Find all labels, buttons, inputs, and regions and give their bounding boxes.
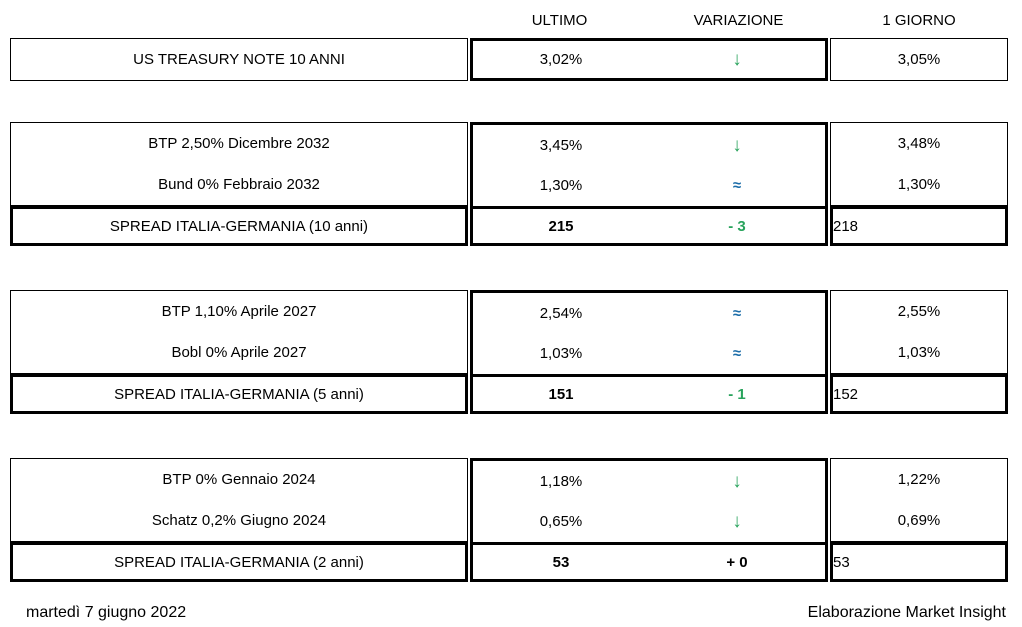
- spread-variation-value: - 1: [728, 385, 746, 403]
- spread-giorno-value: 152: [833, 385, 859, 403]
- rates-rows: 3,45% ↓ 1,30% ≈: [473, 125, 825, 206]
- column-header-1-giorno: 1 GIORNO: [882, 12, 956, 29]
- ultimo-value: 1,18%: [539, 472, 583, 490]
- spread-ultimo-value: 215: [548, 217, 574, 235]
- giorno-box: 1,22% 0,69%: [830, 458, 1008, 542]
- trend-down-icon: ↓: [732, 470, 742, 492]
- bond-label: Schatz 0,2% Giugno 2024: [151, 512, 327, 529]
- giorno-value: 1,30%: [897, 176, 941, 193]
- spread-variation-value: + 0: [726, 553, 748, 571]
- table-row: 0,65% ↓: [473, 502, 825, 543]
- table-row: 53 + 0: [473, 545, 825, 579]
- ultimo-variazione-box: 1,18% ↓ 0,65% ↓ 53 + 0: [470, 458, 828, 582]
- spread-giorno-value: 53: [833, 553, 850, 571]
- ultimo-variazione-box: 2,54% ≈ 1,03% ≈ 151 - 1: [470, 290, 828, 414]
- giorno-value: 1,22%: [897, 471, 941, 488]
- giorno-box: 3,05%: [830, 38, 1008, 81]
- ultimo-value: 3,02%: [539, 51, 583, 68]
- ultimo-variazione-box: 3,45% ↓ 1,30% ≈ 215 - 3: [470, 122, 828, 246]
- ultimo-value: 0,65%: [539, 513, 583, 531]
- table-row: 3,02% ↓: [473, 41, 825, 78]
- giorno-value: 1,03%: [897, 344, 941, 361]
- ultimo-value: 3,45%: [539, 136, 583, 154]
- bond-label: BTP 0% Gennaio 2024: [162, 471, 316, 488]
- label-box: BTP 1,10% Aprile 2027 Bobl 0% Aprile 202…: [10, 290, 468, 374]
- ultimo-value: 1,03%: [539, 345, 583, 363]
- spread-variation-value: - 3: [728, 217, 746, 235]
- trend-flat-icon: ≈: [732, 304, 742, 322]
- block-5-anni: BTP 1,10% Aprile 2027 Bobl 0% Aprile 202…: [0, 290, 1022, 414]
- table-row: 3,45% ↓: [473, 125, 825, 166]
- table-row: 215 - 3: [473, 209, 825, 243]
- giorno-box: 2,55% 1,03%: [830, 290, 1008, 374]
- block-10-anni: BTP 2,50% Dicembre 2032 Bund 0% Febbraio…: [0, 122, 1022, 246]
- bond-label: BTP 1,10% Aprile 2027: [161, 303, 317, 320]
- table-row: 2,54% ≈: [473, 293, 825, 334]
- trend-down-icon: ↓: [732, 134, 742, 156]
- spread-label: SPREAD ITALIA-GERMANIA (2 anni): [114, 553, 364, 571]
- rates-rows: 2,54% ≈ 1,03% ≈: [473, 293, 825, 374]
- giorno-value: 2,55%: [897, 303, 941, 320]
- column-header-variazione: VARIAZIONE: [693, 12, 784, 29]
- block-2-anni: BTP 0% Gennaio 2024 Schatz 0,2% Giugno 2…: [0, 458, 1022, 582]
- ultimo-value: 1,30%: [539, 177, 583, 195]
- giorno-box: 3,48% 1,30%: [830, 122, 1008, 206]
- bond-label: Bund 0% Febbraio 2032: [158, 176, 320, 193]
- bond-label: US TREASURY NOTE 10 ANNI: [133, 51, 345, 68]
- table-row: 151 - 1: [473, 377, 825, 411]
- trend-flat-icon: ≈: [732, 345, 742, 363]
- spread-giorno-value: 218: [833, 217, 859, 235]
- spread-giorno-box: 53: [830, 542, 1008, 582]
- giorno-value: 3,48%: [897, 135, 941, 152]
- spread-ultimo-value: 53: [552, 553, 570, 571]
- ultimo-variazione-box: 3,02% ↓: [470, 38, 828, 81]
- trend-flat-icon: ≈: [732, 177, 742, 195]
- report-date: martedì 7 giugno 2022: [26, 604, 187, 621]
- spread-label-box: SPREAD ITALIA-GERMANIA (10 anni): [10, 206, 468, 246]
- spread-row: 53 + 0: [473, 542, 825, 579]
- block-us-treasury: US TREASURY NOTE 10 ANNI 3,02% ↓ 3,05%: [0, 38, 1022, 81]
- table-row: 1,18% ↓: [473, 461, 825, 502]
- spread-row: 215 - 3: [473, 206, 825, 243]
- spread-giorno-box: 152: [830, 374, 1008, 414]
- spread-label-box: SPREAD ITALIA-GERMANIA (5 anni): [10, 374, 468, 414]
- spread-ultimo-value: 151: [548, 385, 574, 403]
- trend-down-icon: ↓: [732, 511, 742, 533]
- label-box: BTP 2,50% Dicembre 2032 Bund 0% Febbraio…: [10, 122, 468, 206]
- giorno-value: 0,69%: [897, 512, 941, 529]
- label-box: US TREASURY NOTE 10 ANNI: [10, 38, 468, 81]
- giorno-value: 3,05%: [897, 51, 941, 68]
- footer: martedì 7 giugno 2022 Elaborazione Marke…: [0, 602, 1022, 624]
- table-row: 1,03% ≈: [473, 334, 825, 375]
- label-box: BTP 0% Gennaio 2024 Schatz 0,2% Giugno 2…: [10, 458, 468, 542]
- bond-label: BTP 2,50% Dicembre 2032: [148, 135, 330, 152]
- column-header-ultimo: ULTIMO: [531, 12, 588, 29]
- spread-label-box: SPREAD ITALIA-GERMANIA (2 anni): [10, 542, 468, 582]
- bond-label: Bobl 0% Aprile 2027: [171, 344, 307, 361]
- spread-giorno-box: 218: [830, 206, 1008, 246]
- spread-label: SPREAD ITALIA-GERMANIA (5 anni): [114, 385, 364, 403]
- rates-rows: 1,18% ↓ 0,65% ↓: [473, 461, 825, 542]
- source-credit: Elaborazione Market Insight: [807, 604, 1006, 621]
- spread-row: 151 - 1: [473, 374, 825, 411]
- spread-label: SPREAD ITALIA-GERMANIA (10 anni): [109, 217, 369, 235]
- table-row: 1,30% ≈: [473, 166, 825, 207]
- ultimo-value: 2,54%: [539, 304, 583, 322]
- trend-down-icon: ↓: [732, 49, 742, 70]
